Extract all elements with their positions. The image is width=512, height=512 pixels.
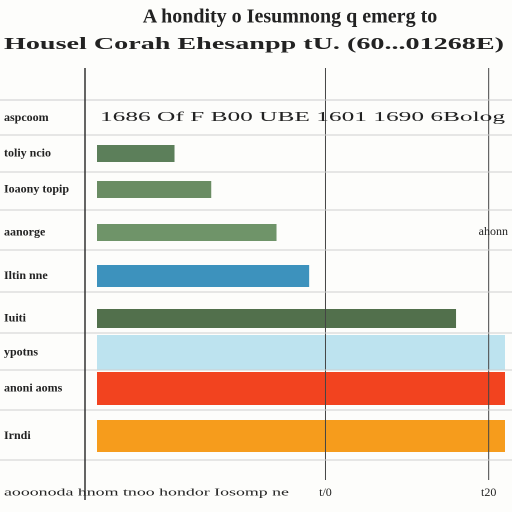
- footnote: aooonoda hnom tnoo hondor Iosomp ne: [4, 487, 289, 499]
- bar: [97, 181, 212, 198]
- header-text: 1686 Of F B00 UBE 1601 1690 6Bolog: [100, 110, 505, 125]
- y-tick-label: ypotns: [4, 344, 38, 358]
- y-tick-label: aanorge: [4, 224, 46, 238]
- bar: [97, 145, 175, 162]
- y-tick-label: Ioaony topip: [4, 181, 69, 195]
- chart-title: A hondity o Iesumnong q emerg to: [143, 6, 437, 28]
- x-tick-label: t/0: [319, 485, 332, 499]
- bar: [97, 309, 457, 328]
- y-tick-label: Iltin nne: [4, 268, 48, 282]
- bar: [97, 420, 505, 452]
- bar: [97, 372, 505, 405]
- annotation: ahonn: [479, 224, 508, 238]
- chart-subtitle: Housel Corah Ehesanpp tU. (60...01268E): [4, 34, 504, 53]
- y-tick-label: toliy ncio: [4, 145, 51, 159]
- x-tick-label: t20: [481, 485, 496, 499]
- bar: [97, 265, 310, 287]
- y-tick-label: Irndi: [4, 428, 31, 442]
- y-tick-label: Iuiti: [4, 310, 27, 324]
- bar: [97, 335, 505, 370]
- header-label: aspcoom: [4, 110, 49, 124]
- y-tick-label: anoni aoms: [4, 380, 63, 394]
- bar: [97, 224, 277, 241]
